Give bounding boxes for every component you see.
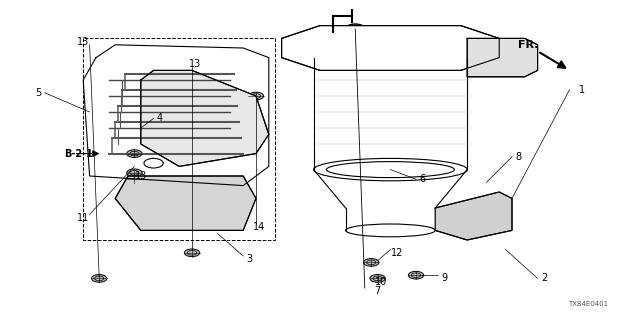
Text: 9: 9 — [442, 273, 448, 284]
Circle shape — [370, 275, 385, 282]
Polygon shape — [115, 176, 256, 230]
Circle shape — [346, 24, 365, 34]
Polygon shape — [435, 192, 512, 240]
Ellipse shape — [176, 106, 221, 138]
Text: 11: 11 — [77, 212, 90, 223]
Polygon shape — [467, 38, 538, 77]
Circle shape — [364, 259, 379, 266]
Text: 13: 13 — [189, 59, 202, 69]
Text: 13: 13 — [134, 171, 147, 181]
Ellipse shape — [314, 46, 467, 69]
Text: 2: 2 — [541, 273, 547, 284]
Ellipse shape — [314, 158, 467, 181]
Text: 10: 10 — [374, 276, 387, 287]
Circle shape — [248, 92, 264, 100]
Circle shape — [127, 150, 142, 157]
Text: FR.: FR. — [518, 40, 538, 50]
Text: 13: 13 — [77, 36, 90, 47]
Text: 8: 8 — [515, 152, 522, 162]
Circle shape — [144, 130, 163, 139]
Circle shape — [478, 213, 495, 222]
Circle shape — [127, 175, 142, 183]
Circle shape — [408, 271, 424, 279]
Circle shape — [184, 249, 200, 257]
Text: 1: 1 — [579, 84, 586, 95]
Text: 6: 6 — [419, 174, 426, 184]
Text: B-2-1: B-2-1 — [64, 148, 93, 159]
Ellipse shape — [346, 224, 435, 237]
Text: 5: 5 — [35, 88, 42, 98]
Circle shape — [461, 227, 474, 234]
Ellipse shape — [141, 200, 243, 216]
Circle shape — [92, 275, 107, 282]
Circle shape — [144, 158, 163, 168]
Circle shape — [127, 169, 142, 177]
Text: 7: 7 — [374, 286, 381, 296]
Text: 14: 14 — [253, 222, 266, 232]
Text: 4: 4 — [157, 113, 163, 124]
Text: 3: 3 — [246, 254, 253, 264]
Text: TX84E0401: TX84E0401 — [568, 301, 608, 307]
Text: 12: 12 — [390, 248, 403, 258]
Polygon shape — [282, 26, 499, 70]
Polygon shape — [141, 70, 269, 166]
